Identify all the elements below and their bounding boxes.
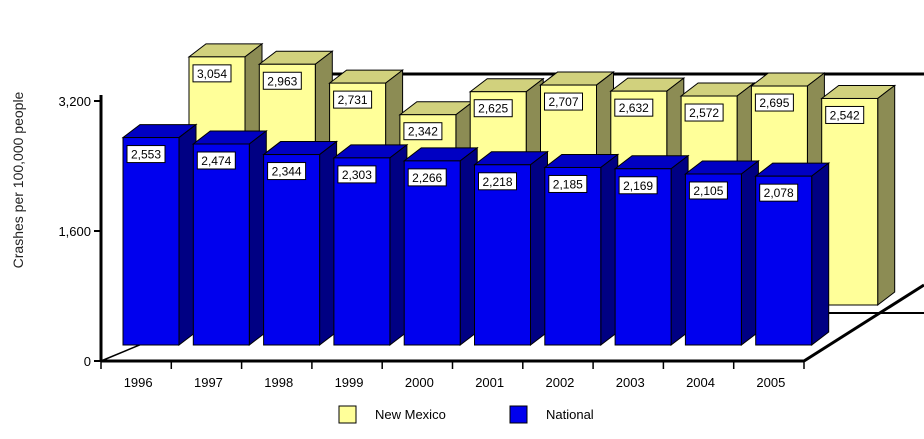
legend: New Mexico National <box>338 405 594 424</box>
data-label: 2,553 <box>131 148 161 162</box>
data-label: 3,054 <box>197 67 227 81</box>
data-label: 2,169 <box>623 179 653 193</box>
bar-side <box>877 84 896 307</box>
bar-side <box>811 162 830 347</box>
legend-label: New Mexico <box>375 407 446 422</box>
data-label-box <box>126 145 166 164</box>
data-label: 2,731 <box>338 93 368 107</box>
y-axis-label: Crashes per 100,000 people <box>10 91 26 268</box>
data-label: 2,572 <box>689 106 719 120</box>
bars: 3,054 2,963 2,731 2,342 2,625 2,707 2,632 2,572… <box>121 42 897 347</box>
x-tick-label: 1998 <box>264 375 293 390</box>
bar-national-1997: 2,474 <box>191 129 268 347</box>
bar-front <box>403 160 461 346</box>
bar-front <box>544 166 602 346</box>
data-label-box <box>544 92 583 111</box>
y-tick-label: 1,600 <box>58 224 91 239</box>
bar-front <box>755 175 813 346</box>
data-label: 2,303 <box>342 168 372 182</box>
data-label: 2,963 <box>267 74 297 88</box>
data-label: 2,542 <box>830 108 860 122</box>
data-label: 2,218 <box>482 175 512 189</box>
bar-national-2004: 2,105 <box>683 159 760 347</box>
data-label-box <box>688 181 728 200</box>
data-label: 2,695 <box>759 96 789 110</box>
x-tick-label: 2005 <box>756 375 785 390</box>
data-label-box <box>548 174 588 193</box>
x-tick-label: 1997 <box>194 375 223 390</box>
data-label-box <box>262 71 302 90</box>
right-floor-edge <box>803 283 924 363</box>
y-tick-label: 3,200 <box>58 94 91 109</box>
bar-national-1996: 2,553 <box>121 123 198 347</box>
bar-front <box>474 164 531 346</box>
data-label-box <box>825 105 865 124</box>
bar-national-2003: 2,169 <box>613 154 690 347</box>
data-label-box <box>403 122 443 141</box>
data-label: 2,078 <box>764 186 794 200</box>
bar-front <box>333 157 391 346</box>
bar-national-2002: 2,185 <box>543 153 620 347</box>
bar-national-2005: 2,078 <box>754 162 831 347</box>
x-tick-label: 1996 <box>124 375 153 390</box>
bar-front <box>684 173 742 346</box>
data-label: 2,632 <box>619 101 649 115</box>
data-label: 2,625 <box>478 102 508 116</box>
data-label-box <box>337 165 377 184</box>
bar-national-1999: 2,303 <box>332 143 409 347</box>
legend-swatch <box>509 405 528 424</box>
data-label-box <box>267 162 307 181</box>
data-label-box <box>478 172 517 191</box>
y-tick-label: 0 <box>84 354 91 369</box>
data-label-box <box>192 64 232 83</box>
bar-front <box>821 97 879 306</box>
x-axis: 1996 1997 1998 1999 2000 2001 2002 2003 2004 2005 <box>100 361 805 390</box>
legend-label: National <box>546 407 594 422</box>
legend-swatch <box>338 405 357 424</box>
data-label: 2,266 <box>412 171 442 185</box>
x-tick-label: 2002 <box>545 375 574 390</box>
data-label-box <box>333 90 373 109</box>
x-tick-label: 2003 <box>616 375 645 390</box>
bar-national-1998: 2,344 <box>262 140 339 347</box>
x-tick-label: 2001 <box>475 375 504 390</box>
data-label-box <box>196 151 236 170</box>
data-label-box <box>473 99 513 118</box>
bar-national-2001: 2,218 <box>473 150 549 347</box>
x-tick-label: 2000 <box>405 375 434 390</box>
data-label-box <box>759 183 799 202</box>
data-label: 2,707 <box>548 95 578 109</box>
y-axis: 0 1,600 3,200 <box>58 94 103 369</box>
data-label: 2,185 <box>553 177 583 191</box>
x-tick-label: 2004 <box>686 375 715 390</box>
bar-front <box>263 154 321 346</box>
data-label: 2,344 <box>272 165 302 179</box>
data-label: 2,105 <box>693 184 723 198</box>
data-label: 2,474 <box>201 154 231 168</box>
bar-national-2000: 2,266 <box>402 146 479 347</box>
data-label: 2,342 <box>408 125 438 139</box>
data-label-box <box>614 98 654 117</box>
bar-new-mexico-2005: 2,542 <box>820 84 897 307</box>
bar-front <box>614 168 672 346</box>
x-tick-label: 1999 <box>335 375 364 390</box>
bar-front <box>192 143 250 346</box>
data-label-box <box>618 176 658 195</box>
data-label-box <box>754 93 794 112</box>
data-label-box <box>684 103 724 122</box>
bar-front <box>122 137 180 346</box>
data-label-box <box>407 168 447 187</box>
